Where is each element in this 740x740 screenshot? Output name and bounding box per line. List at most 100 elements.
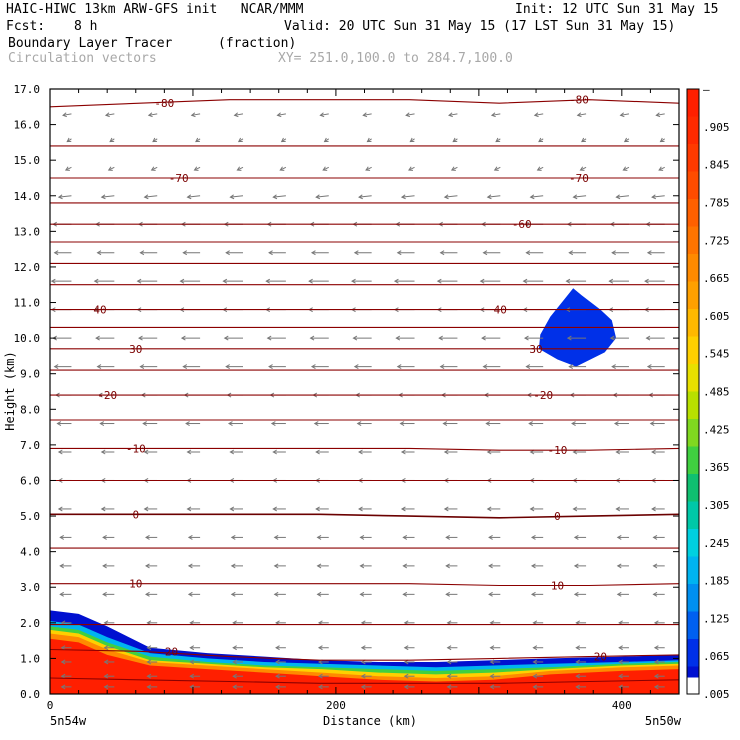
- vector-head: [572, 194, 578, 200]
- wind-vector: [653, 684, 665, 690]
- wind-vector: [187, 563, 201, 569]
- vector-head: [189, 645, 195, 651]
- vector-head: [576, 112, 582, 118]
- vector-head: [658, 166, 664, 171]
- vector-head: [146, 645, 152, 651]
- wind-vector: [103, 659, 115, 665]
- y-tick-label: 7.0: [20, 439, 40, 452]
- wind-vector: [232, 673, 243, 679]
- wind-vector: [310, 364, 329, 370]
- contour-label: 40: [494, 304, 507, 317]
- wind-vector: [322, 166, 329, 171]
- vector-shaft: [277, 113, 286, 116]
- vector-head: [362, 112, 368, 118]
- wind-vector: [652, 534, 665, 540]
- vector-head: [187, 563, 193, 569]
- wind-vector: [488, 563, 501, 569]
- vector-head: [402, 563, 408, 569]
- colorbar-swatch: [687, 639, 699, 667]
- vector-head: [393, 278, 399, 284]
- wind-vector: [402, 563, 415, 569]
- wind-vector: [565, 278, 587, 284]
- vector-shaft: [534, 113, 544, 116]
- vector-shaft: [151, 166, 158, 171]
- vector-head: [102, 591, 107, 597]
- vector-head: [439, 250, 445, 256]
- vector-head: [95, 335, 100, 341]
- vector-shaft: [451, 166, 458, 171]
- vector-head: [186, 194, 192, 200]
- wind-vector: [488, 591, 501, 597]
- vector-head: [572, 506, 578, 512]
- wind-vector: [613, 421, 629, 426]
- wind-vector: [93, 278, 115, 284]
- wind-vector: [102, 534, 115, 540]
- wind-vector: [195, 137, 201, 143]
- vector-head: [186, 449, 192, 455]
- y-tick-label: 15.0: [14, 154, 41, 167]
- wind-vector: [100, 449, 115, 455]
- vector-head: [136, 278, 142, 284]
- vector-head: [611, 364, 616, 370]
- vector-head: [64, 166, 70, 171]
- colorbar-label: .425: [703, 423, 730, 436]
- contour-line: [50, 583, 680, 587]
- wind-vector: [95, 335, 115, 341]
- vector-head: [145, 534, 150, 540]
- wind-vector: [186, 449, 201, 455]
- contour-label: -20: [533, 389, 553, 402]
- wind-vector: [538, 137, 544, 143]
- vector-head: [230, 534, 236, 540]
- vector-head: [489, 659, 495, 665]
- vector-head: [225, 364, 230, 370]
- wind-vector: [532, 684, 544, 690]
- vector-head: [615, 506, 621, 512]
- y-tick-label: 13.0: [14, 225, 41, 238]
- wind-vector: [103, 673, 115, 679]
- vector-head: [482, 250, 488, 256]
- wind-vector: [273, 534, 286, 540]
- vector-head: [443, 194, 449, 200]
- wind-vector: [193, 166, 201, 171]
- vector-head: [273, 534, 279, 540]
- vector-head: [360, 645, 366, 651]
- tracer-layer-0.905: [50, 638, 679, 694]
- wind-vector: [486, 449, 501, 455]
- wind-vector: [353, 364, 372, 370]
- vector-head: [359, 591, 365, 597]
- wind-vector: [143, 506, 158, 512]
- vector-head: [146, 659, 152, 665]
- wind-vector: [575, 659, 587, 665]
- vector-head: [399, 421, 405, 426]
- wind-vector: [225, 250, 243, 256]
- wind-vector: [232, 645, 243, 651]
- y-tick-label: 10.0: [14, 332, 41, 345]
- vector-head: [485, 421, 491, 426]
- y-tick-label: 9.0: [20, 368, 40, 381]
- colorbar-label: .125: [703, 612, 730, 625]
- wind-vector: [646, 364, 665, 370]
- wind-vector: [486, 194, 501, 200]
- wind-vector: [223, 335, 243, 341]
- vector-head: [59, 591, 64, 597]
- vector-head: [619, 112, 625, 118]
- wind-vector: [530, 591, 544, 597]
- wind-vector: [189, 659, 201, 665]
- wind-vector: [395, 335, 415, 341]
- wind-vector: [107, 166, 115, 171]
- colorbar-frame: [686, 88, 700, 695]
- colorbar-swatch: [687, 556, 699, 585]
- wind-vector: [104, 112, 115, 118]
- vector-shaft: [187, 195, 201, 198]
- vector-head: [232, 673, 237, 679]
- vector-head: [403, 673, 409, 679]
- vector-head: [525, 250, 531, 256]
- wind-vector: [57, 449, 72, 455]
- wind-vector: [146, 684, 158, 690]
- colorbar-swatch: [687, 529, 699, 557]
- vector-head: [358, 506, 363, 512]
- wind-vector: [366, 137, 372, 143]
- vector-head: [187, 591, 193, 597]
- vector-head: [402, 534, 408, 540]
- wind-vector: [623, 137, 630, 143]
